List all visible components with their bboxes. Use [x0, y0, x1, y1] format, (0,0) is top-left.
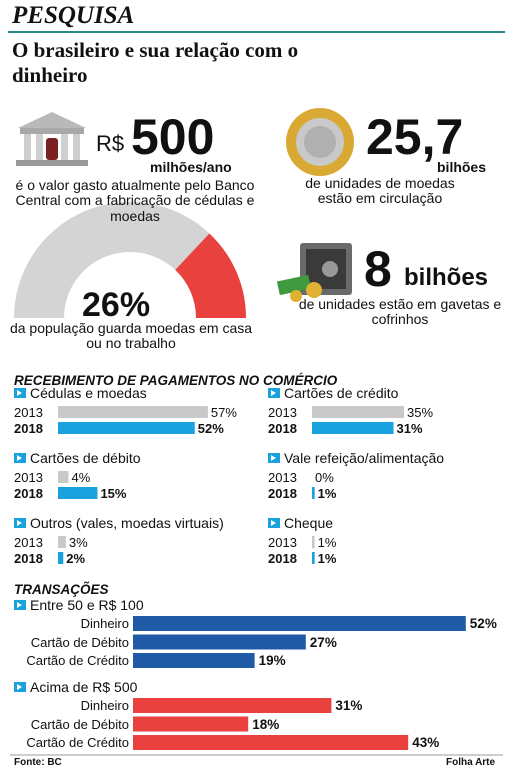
value-label: 1%	[317, 535, 337, 550]
stat-unit: milhões/ano	[150, 159, 232, 175]
value-label: 3%	[68, 535, 88, 550]
category-label: Dinheiro	[80, 698, 129, 713]
safe-icon	[276, 243, 352, 302]
group-arrow	[14, 518, 26, 528]
bar	[58, 552, 64, 564]
group-arrow	[268, 518, 280, 528]
year-label: 2018	[268, 486, 297, 501]
credit: Folha Arte	[446, 757, 496, 768]
year-label: 2013	[268, 405, 297, 420]
group-name: Cartões de crédito	[284, 385, 399, 401]
group-name: Cédulas e moedas	[30, 385, 147, 401]
bank-icon	[16, 112, 88, 166]
gauge-rest	[14, 201, 210, 318]
value-label: 0%	[315, 470, 334, 485]
bar	[133, 653, 255, 668]
year-label: 2018	[268, 551, 297, 566]
group-arrow	[14, 682, 26, 692]
year-label: 2013	[14, 405, 43, 420]
year-label: 2018	[14, 421, 43, 436]
year-label: 2018	[14, 551, 43, 566]
stat-prefix: R$	[96, 131, 125, 156]
bar	[312, 552, 315, 564]
stat-text: é o valor gasto atualmente pelo Banco Ce…	[15, 177, 255, 224]
bar	[312, 406, 405, 418]
section-title: TRANSAÇÕES	[14, 582, 109, 597]
group-arrow	[14, 453, 26, 463]
value-label: 18%	[252, 716, 280, 732]
group-name: Cheque	[284, 515, 334, 531]
value-label: 1%	[317, 486, 337, 501]
value-label: 57%	[210, 405, 237, 420]
category-label: Cartão de Crédito	[26, 735, 129, 750]
group-arrow	[268, 453, 280, 463]
year-label: 2013	[14, 535, 43, 550]
year-label: 2013	[268, 535, 297, 550]
value-label: 4%	[71, 470, 91, 485]
bar	[133, 616, 466, 631]
gauge-label: 26%	[82, 286, 151, 324]
bar	[133, 634, 306, 650]
bar	[312, 487, 315, 499]
bar	[58, 536, 66, 548]
gauge-text: da população guarda moedas em casa ou no…	[9, 320, 253, 352]
bar	[312, 536, 315, 548]
stat-text: de unidades estão em gavetas e cofrinhos	[298, 296, 502, 328]
value-label: 52%	[469, 616, 497, 631]
bar	[133, 698, 332, 713]
bar	[312, 422, 394, 434]
year-label: 2013	[14, 470, 43, 485]
value-label: 27%	[309, 634, 337, 650]
bar	[58, 487, 98, 499]
stat-number: 500	[131, 109, 215, 165]
bar	[58, 422, 195, 434]
value-label: 15%	[100, 486, 127, 501]
stat-number: 25,7	[366, 109, 464, 165]
stat-unit: bilhões	[437, 159, 487, 175]
value-label: 19%	[258, 653, 286, 668]
group-name: Entre 50 e R$ 100	[30, 597, 144, 613]
category-label: Cartão de Débito	[30, 634, 129, 650]
value-label: 31%	[335, 698, 363, 713]
value-label: 2%	[66, 551, 86, 566]
value-label: 35%	[407, 405, 434, 420]
value-label: 31%	[396, 421, 423, 436]
section-label: PESQUISA	[12, 2, 135, 29]
stat-text: de unidades de moedas estão em circulaçã…	[305, 175, 455, 207]
year-label: 2013	[268, 470, 297, 485]
bar	[133, 716, 249, 732]
bar	[58, 406, 208, 418]
year-label: 2018	[268, 421, 297, 436]
group-name: Vale refeição/alimentação	[284, 450, 445, 466]
value-label: 43%	[412, 735, 440, 750]
value-label: 52%	[197, 421, 224, 436]
group-arrow	[14, 600, 26, 610]
page-title: O brasileiro e sua relação com o dinheir…	[12, 38, 299, 87]
group-arrow	[268, 388, 280, 398]
category-label: Cartão de Débito	[30, 716, 129, 732]
value-label: 1%	[317, 551, 337, 566]
bar	[133, 735, 409, 750]
group-name: Acima de R$ 500	[30, 679, 138, 695]
gauge-value	[175, 233, 246, 318]
section-title: RECEBIMENTO DE PAGAMENTOS NO COMÉRCIO	[14, 373, 338, 388]
group-name: Outros (vales, moedas virtuais)	[30, 515, 224, 531]
bar	[58, 471, 69, 483]
group-arrow	[14, 388, 26, 398]
category-label: Dinheiro	[80, 616, 129, 631]
source: Fonte: BC	[14, 757, 62, 768]
stat-number: 8	[364, 241, 392, 297]
stat-unit: bilhões	[404, 264, 489, 291]
category-label: Cartão de Crédito	[26, 653, 129, 668]
group-name: Cartões de débito	[30, 450, 141, 466]
coin-icon	[286, 108, 354, 176]
year-label: 2018	[14, 486, 43, 501]
